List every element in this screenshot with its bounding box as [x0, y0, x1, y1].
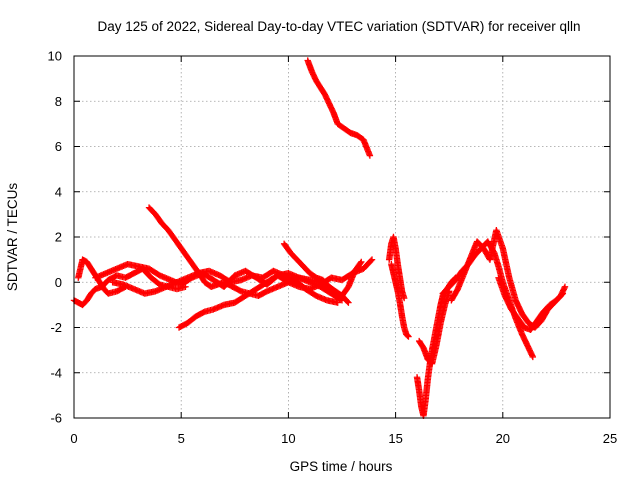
data-point [529, 353, 537, 361]
data-point [405, 333, 412, 340]
series-arc-i [385, 233, 408, 302]
data-series [70, 57, 569, 419]
data-point [344, 298, 351, 305]
y-tick-label: 8 [55, 94, 62, 109]
y-tick-labels: -6 -4 -2 0 2 4 6 8 10 [48, 49, 62, 426]
data-point [357, 259, 364, 267]
y-tick-label: 4 [55, 184, 62, 199]
axis-ticks [73, 55, 611, 419]
y-tick-label: 2 [55, 230, 62, 245]
series-arc-f [175, 270, 346, 331]
series-arc-o [495, 274, 567, 333]
y-tick-label: -2 [50, 320, 62, 335]
y-tick-label: -6 [50, 411, 62, 426]
x-tick-label: 15 [388, 431, 402, 446]
data-point [368, 256, 376, 263]
data-point [345, 299, 352, 306]
data-point [559, 290, 567, 297]
series-arc-j [388, 260, 412, 340]
data-point [558, 291, 566, 298]
data-point [366, 152, 374, 159]
series-arc-h [304, 57, 374, 159]
y-axis-label: SDTVAR / TECUs [5, 183, 20, 292]
x-tick-label: 5 [178, 431, 185, 446]
chart-title: Day 125 of 2022, Sidereal Day-to-day VTE… [98, 19, 581, 34]
data-point [367, 257, 375, 264]
series-arc-g [280, 240, 365, 300]
y-tick-label: 0 [55, 275, 62, 290]
y-tick-label: 6 [55, 139, 62, 154]
data-point [404, 332, 411, 339]
data-point [561, 283, 569, 290]
x-tick-label: 10 [281, 431, 295, 446]
series-arc-b [75, 256, 129, 297]
x-tick-label: 25 [603, 431, 617, 446]
y-tick-label: 10 [48, 49, 62, 64]
x-axis-label: GPS time / hours [290, 459, 393, 474]
data-point [358, 258, 365, 266]
y-tick-label: -4 [50, 365, 62, 380]
x-tick-label: 20 [496, 431, 510, 446]
series-arc-l [415, 288, 453, 367]
x-tick-labels: 0 5 10 15 20 25 [70, 431, 617, 446]
x-tick-label: 0 [70, 431, 77, 446]
